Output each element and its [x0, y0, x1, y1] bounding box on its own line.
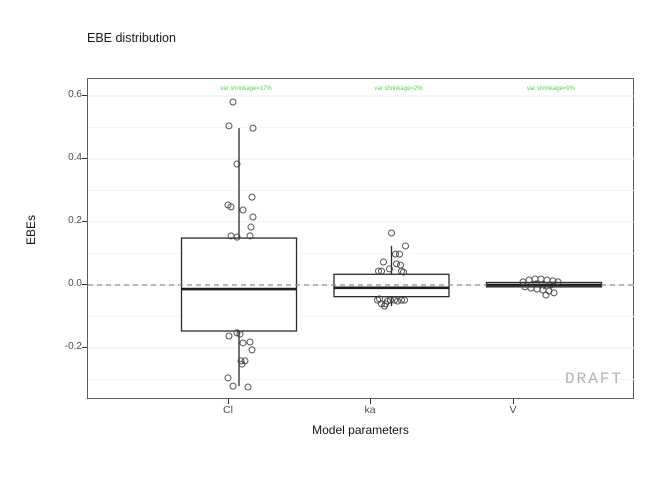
y-tick-mark — [82, 157, 87, 159]
jitter-point-ka — [386, 265, 393, 273]
y-tick-mark — [82, 220, 87, 222]
y-tick-label: -0.2 — [64, 341, 82, 352]
shrinkage-annotation-Cl: var shrinkage=17% — [220, 86, 272, 92]
jitter-point-V — [549, 277, 557, 285]
jitter-point-ka — [387, 296, 394, 304]
jitter-point-ka — [374, 296, 381, 304]
shrinkage-annotation-ka: var shrinkage=2% — [374, 86, 423, 92]
plot-area: var shrinkage=17% var shrinkage=2% var shr… — [88, 86, 635, 391]
jitter-point-Cl — [225, 122, 233, 130]
y-tick-mark — [82, 283, 87, 285]
y-tick-label: 0.0 — [68, 278, 82, 289]
jitter-point-ka — [388, 229, 395, 237]
jitter-point-ka — [381, 302, 388, 310]
jitter-point-ka — [392, 250, 399, 258]
x-tick-mark — [512, 399, 514, 404]
jitter-point-ka — [378, 267, 385, 275]
jitter-point-Cl — [249, 124, 257, 132]
jitter-point-ka — [394, 297, 401, 305]
y-axis-title: EBEs — [24, 214, 39, 245]
y-tick-mark — [82, 94, 87, 96]
jitter-point-ka — [391, 296, 398, 304]
jitter-point-ka — [398, 296, 405, 304]
jitter-point-V — [554, 278, 562, 286]
jitter-point-ka — [401, 296, 408, 304]
jitter-point-Cl — [229, 382, 237, 390]
jitter-point-V — [550, 289, 558, 297]
y-tick-label: 0.6 — [68, 89, 82, 100]
jitter-point-ka — [375, 267, 382, 275]
jitter-point-Cl — [246, 338, 254, 346]
jitter-point-V — [542, 291, 550, 299]
jitter-point-V — [537, 275, 545, 283]
jitter-point-Cl — [239, 206, 247, 214]
x-tick-mark — [369, 399, 371, 404]
jitter-point-Cl — [229, 98, 237, 106]
jitter-point-Cl — [247, 223, 255, 231]
x-tick-label-V: V — [509, 404, 517, 416]
x-tick-label-Cl: Cl — [223, 404, 233, 416]
jitter-point-Cl — [224, 374, 232, 382]
jitter-point-Cl — [249, 213, 257, 221]
jitter-point-ka — [393, 260, 400, 268]
x-tick-mark — [227, 399, 229, 404]
chart-title: EBE distribution — [87, 31, 176, 45]
jitter-point-Cl — [233, 160, 241, 168]
jitter-point-Cl — [225, 332, 233, 340]
x-tick-label-ka: ka — [364, 404, 376, 416]
jitter-point-Cl — [248, 346, 256, 354]
shrinkage-annotation-V: var shrinkage=9% — [527, 86, 576, 92]
y-tick-label: 0.2 — [68, 215, 82, 226]
jitter-point-Cl — [246, 232, 254, 240]
jitter-point-V — [532, 280, 540, 288]
y-tick-label: 0.4 — [68, 152, 82, 163]
jitter-point-ka — [396, 250, 403, 258]
y-tick-mark — [82, 346, 87, 348]
plot-panel: var shrinkage=17% var shrinkage=2% var shr… — [87, 78, 635, 399]
jitter-point-Cl — [238, 360, 246, 368]
jitter-point-Cl — [237, 357, 245, 365]
jitter-point-Cl — [244, 383, 252, 391]
jitter-point-Cl — [227, 203, 235, 211]
jitter-point-Cl — [233, 233, 241, 241]
jitter-point-V — [547, 281, 555, 289]
x-axis-title: Model parameters — [312, 423, 409, 437]
jitter-point-ka — [400, 268, 407, 276]
draft-watermark: DRAFT — [564, 370, 623, 388]
jitter-point-ka — [402, 242, 409, 250]
jitter-point-Cl — [248, 193, 256, 201]
jitter-point-Cl — [236, 330, 244, 338]
jitter-point-ka — [397, 261, 404, 269]
jitter-point-Cl — [239, 339, 247, 347]
jitter-point-ka — [380, 258, 387, 266]
